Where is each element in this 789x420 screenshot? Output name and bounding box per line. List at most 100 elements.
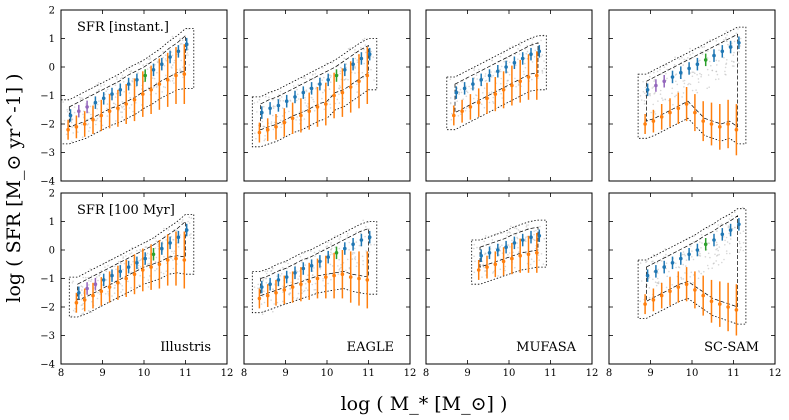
background-galaxy-point (639, 262, 642, 264)
data-point (670, 261, 675, 265)
background-galaxy-point (72, 132, 74, 134)
data-point (357, 276, 361, 281)
background-galaxy-point (270, 299, 272, 301)
data-point (151, 252, 156, 257)
background-galaxy-point (450, 118, 453, 121)
background-galaxy-point (130, 65, 133, 67)
data-point (132, 98, 137, 102)
background-galaxy-point (263, 301, 266, 304)
y-tick-label: −1 (40, 274, 55, 285)
background-galaxy-point (451, 112, 453, 115)
background-galaxy-point (724, 36, 727, 39)
background-galaxy-point (73, 106, 76, 108)
background-galaxy-point (292, 85, 295, 87)
x-tick-label: 9 (99, 368, 105, 379)
background-galaxy-point (173, 82, 175, 84)
background-galaxy-point (123, 108, 126, 110)
background-galaxy-point (541, 54, 544, 56)
background-galaxy-point (699, 72, 701, 75)
background-galaxy-point (128, 107, 131, 109)
background-galaxy-point (533, 56, 536, 58)
background-galaxy-point (311, 74, 314, 76)
background-galaxy-point (177, 246, 180, 248)
data-point (487, 73, 492, 78)
background-galaxy-point (499, 245, 502, 248)
background-galaxy-point (731, 42, 733, 44)
background-galaxy-point (483, 87, 486, 89)
data-point (518, 253, 522, 258)
background-galaxy-point (348, 249, 350, 251)
background-galaxy-point (270, 270, 272, 272)
background-galaxy-point (258, 98, 261, 101)
background-galaxy-point (473, 271, 476, 274)
background-galaxy-point (518, 53, 521, 55)
background-galaxy-point (538, 259, 540, 261)
background-galaxy-point (78, 96, 81, 99)
background-galaxy-point (682, 253, 684, 256)
background-galaxy-point (671, 92, 673, 95)
background-galaxy-point (692, 52, 694, 54)
background-galaxy-point (473, 77, 476, 79)
background-galaxy-point (87, 123, 90, 125)
background-galaxy-point (498, 246, 500, 249)
x-tick-label: 12 (586, 368, 599, 379)
background-galaxy-point (725, 223, 727, 226)
background-galaxy-point (90, 278, 93, 281)
background-galaxy-point (484, 252, 487, 254)
background-galaxy-point (128, 92, 131, 94)
background-galaxy-point (349, 47, 351, 50)
background-galaxy-point (716, 247, 718, 250)
background-galaxy-point (701, 46, 704, 49)
background-galaxy-point (88, 279, 90, 282)
background-galaxy-point (113, 287, 116, 289)
background-galaxy-point (517, 48, 519, 50)
background-galaxy-point (491, 59, 493, 62)
background-galaxy-point (138, 284, 140, 287)
data-point (332, 93, 336, 98)
background-galaxy-point (115, 268, 117, 271)
background-galaxy-point (733, 65, 735, 67)
background-galaxy-point (154, 63, 156, 66)
background-galaxy-point (139, 266, 142, 268)
background-galaxy-point (304, 282, 307, 285)
data-point (712, 238, 716, 242)
background-galaxy-point (698, 47, 701, 49)
data-point (679, 256, 683, 261)
y-tick-label: −3 (40, 331, 55, 342)
background-galaxy-point (456, 100, 459, 102)
background-galaxy-point (470, 87, 473, 90)
background-galaxy-point (119, 283, 122, 285)
background-galaxy-point (86, 124, 89, 126)
y-tick-label: −2 (40, 120, 55, 131)
background-galaxy-point (71, 140, 73, 143)
data-point (99, 289, 104, 294)
background-galaxy-point (176, 229, 178, 232)
background-galaxy-point (514, 77, 516, 80)
background-galaxy-point (501, 97, 504, 99)
background-galaxy-point (653, 93, 655, 95)
data-point (526, 75, 531, 79)
data-point (359, 56, 364, 61)
background-galaxy-point (329, 103, 331, 106)
background-galaxy-point (717, 78, 720, 80)
background-galaxy-point (121, 288, 124, 291)
background-galaxy-point (314, 73, 317, 75)
background-galaxy-point (732, 54, 735, 56)
background-galaxy-point (362, 260, 364, 262)
background-galaxy-point (659, 89, 662, 92)
background-galaxy-point (88, 130, 90, 132)
background-galaxy-point (733, 61, 735, 63)
background-galaxy-point (706, 41, 709, 43)
background-galaxy-point (673, 67, 676, 69)
background-galaxy-point (101, 124, 104, 127)
y-tick-label: −3 (40, 148, 55, 159)
background-galaxy-point (712, 262, 715, 265)
background-galaxy-point (354, 258, 357, 261)
background-galaxy-point (678, 266, 681, 269)
background-galaxy-point (99, 293, 101, 295)
background-galaxy-point (706, 68, 709, 71)
background-galaxy-point (498, 254, 500, 256)
background-galaxy-point (689, 83, 692, 86)
data-point (309, 263, 314, 268)
background-galaxy-point (330, 278, 332, 281)
